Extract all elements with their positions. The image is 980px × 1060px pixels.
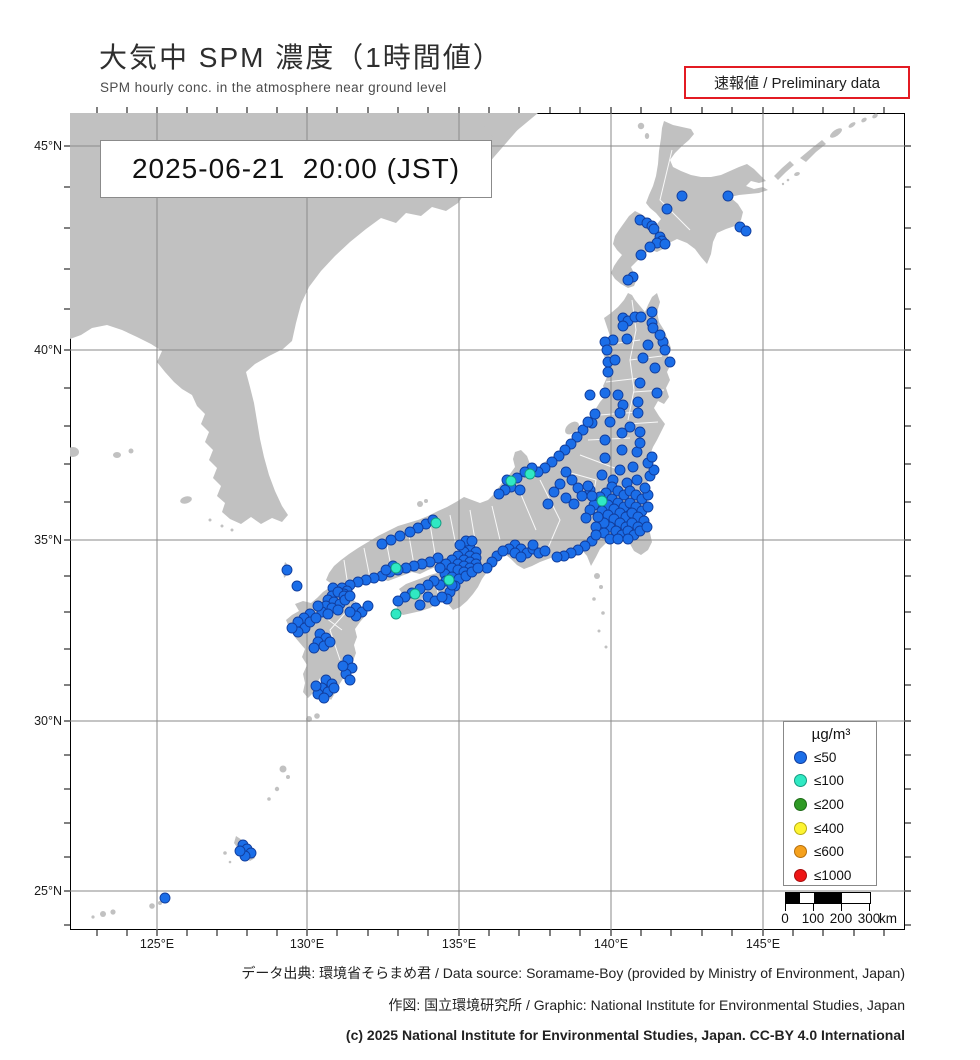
lon-label-140°E: 140°E	[593, 937, 629, 951]
scale-bar-unit: km	[879, 911, 897, 926]
scale-bar-label-100: 100	[801, 911, 825, 926]
lat-label-45°N: 45°N	[34, 139, 62, 153]
legend-dot-icon	[794, 774, 807, 788]
preliminary-data-label: 速報値 / Preliminary data	[714, 75, 880, 92]
timestamp-label: 2025-06-21 20:00 (JST)	[131, 153, 461, 184]
scale-bar-label-0: 0	[781, 911, 789, 926]
legend-dot-icon	[794, 797, 807, 811]
scale-bar-segment-2	[814, 893, 842, 903]
lon-label-145°E: 145°E	[745, 937, 781, 951]
lon-label-125°E: 125°E	[139, 937, 175, 951]
scale-bar-tick	[785, 903, 786, 911]
legend-dot-icon	[794, 869, 807, 882]
page-subtitle: SPM hourly conc. in the atmosphere near …	[100, 80, 447, 95]
scale-bar-segment-0	[786, 893, 800, 903]
legend-item-≤1000: ≤1000	[794, 868, 851, 884]
scale-bar-segment-3	[842, 893, 870, 903]
scale-bar: 0 100 200 300 km	[781, 890, 913, 930]
scale-bar-label-200: 200	[829, 911, 853, 926]
legend-dot-icon	[794, 821, 807, 835]
legend-item-≤600: ≤600	[794, 844, 844, 860]
lat-label-25°N: 25°N	[34, 884, 62, 898]
page-title: 大気中 SPM 濃度（1時間値）	[99, 42, 503, 73]
footer-data-source: データ出典: 環境省そらまめ君 / Data source: Soramame-…	[241, 965, 905, 981]
legend-item-≤100: ≤100	[794, 773, 844, 789]
legend-box: µg/m³ ≤50 ≤100 ≤200 ≤400 ≤600 ≤1000	[783, 721, 877, 886]
legend-item-label: ≤1000	[814, 868, 852, 883]
scale-bar-blocks	[785, 892, 871, 904]
legend-item-label: ≤100	[814, 773, 844, 789]
legend-title: µg/m³	[811, 726, 851, 743]
timestamp-box: 2025-06-21 20:00 (JST)	[100, 140, 492, 198]
scale-bar-tick	[841, 903, 842, 911]
legend-item-≤50: ≤50	[794, 749, 836, 765]
preliminary-data-badge: 速報値 / Preliminary data	[684, 66, 910, 99]
lat-label-30°N: 30°N	[34, 714, 62, 728]
lat-label-40°N: 40°N	[34, 343, 62, 357]
legend-dot-icon	[794, 845, 807, 859]
legend-item-≤200: ≤200	[794, 796, 844, 812]
footer-copyright: (c) 2025 National Institute for Environm…	[345, 1027, 905, 1043]
legend-item-label: ≤400	[814, 820, 844, 836]
lon-label-130°E: 130°E	[289, 937, 325, 951]
scale-bar-tick	[813, 903, 814, 911]
legend-item-label: ≤50	[814, 749, 837, 765]
lat-label-35°N: 35°N	[34, 533, 62, 547]
scale-bar-label-300: 300	[857, 911, 881, 926]
footer-graphic-credit: 作図: 国立環境研究所 / Graphic: National Institut…	[388, 997, 905, 1013]
lon-label-135°E: 135°E	[441, 937, 477, 951]
map-frame	[70, 113, 905, 930]
legend-dot-icon	[794, 750, 807, 764]
legend-item-label: ≤200	[814, 796, 844, 812]
legend-item-label: ≤600	[814, 844, 844, 860]
scale-bar-segment-1	[800, 893, 814, 903]
legend-item-≤400: ≤400	[794, 820, 844, 836]
scale-bar-tick	[869, 903, 870, 911]
